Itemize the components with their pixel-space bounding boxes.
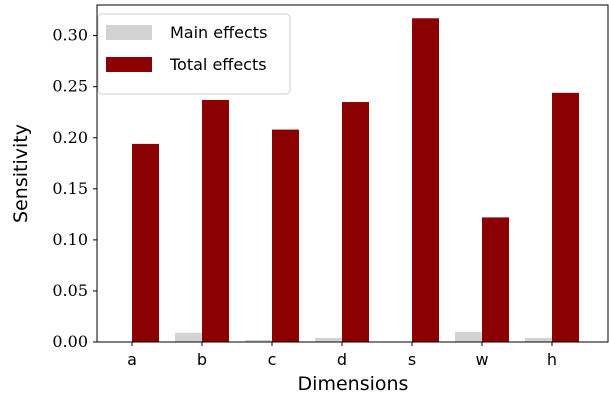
- main-effect-bar-c: [245, 339, 272, 342]
- legend-label: Total effects: [169, 55, 267, 74]
- total-effect-bar-h: [552, 92, 579, 342]
- legend-swatch: [106, 57, 152, 72]
- y-tick-label: 0.00: [52, 332, 88, 351]
- x-tick-label-s: s: [408, 350, 416, 369]
- axes-frame: [96, 4, 609, 343]
- y-tick-label: 0.25: [52, 77, 88, 96]
- y-tick-label: 0.15: [52, 179, 88, 198]
- main-effect-bar-h: [525, 337, 552, 342]
- y-tick-label: 0.10: [52, 230, 88, 249]
- total-effect-bar-b: [202, 99, 229, 343]
- x-tick-label-c: c: [268, 350, 277, 369]
- y-tick-label: 0.20: [52, 128, 88, 147]
- total-effect-bar-s: [412, 18, 439, 342]
- y-tick-label: 0.05: [52, 281, 88, 300]
- total-effect-bar-a: [132, 143, 159, 342]
- total-effect-bar-d: [342, 102, 369, 342]
- total-effect-bar-w: [482, 217, 509, 342]
- total-effect-bar-c: [272, 129, 299, 342]
- legend-label: Main effects: [170, 23, 267, 42]
- x-tick-label-d: d: [337, 350, 347, 369]
- y-axis-label: Sensitivity: [10, 124, 32, 223]
- x-tick-label-w: w: [475, 350, 488, 369]
- legend-swatch: [106, 25, 152, 40]
- main-effect-bar-b: [175, 332, 202, 342]
- x-tick-label-h: h: [547, 350, 557, 369]
- x-tick-label-b: b: [197, 350, 207, 369]
- main-effect-bar-d: [315, 337, 342, 342]
- x-axis-label: Dimensions: [298, 373, 409, 395]
- axes-layer: 0.00 0.05 0.10 0.15 0.20 0.25 0.30 a b c d s w h Dimen…: [10, 4, 609, 395]
- x-tick-label-a: a: [127, 350, 137, 369]
- legend: Main effects Total effects: [97, 13, 291, 95]
- bars-layer: [105, 18, 579, 343]
- y-tick-label: 0.30: [52, 26, 88, 45]
- main-effect-bar-w: [455, 331, 482, 342]
